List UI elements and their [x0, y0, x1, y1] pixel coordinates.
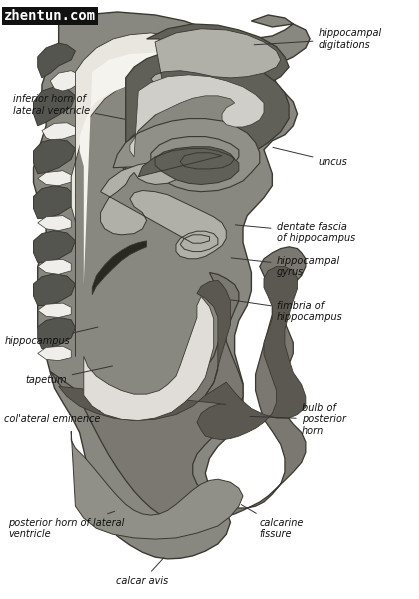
Text: col'ateral eminence: col'ateral eminence	[4, 411, 101, 424]
Polygon shape	[34, 186, 75, 219]
Polygon shape	[71, 33, 230, 356]
Polygon shape	[34, 274, 75, 305]
Polygon shape	[80, 53, 214, 285]
Polygon shape	[38, 171, 71, 186]
Polygon shape	[84, 297, 214, 420]
Polygon shape	[42, 123, 75, 140]
Polygon shape	[101, 162, 226, 259]
Text: hippocampal
gyrus: hippocampal gyrus	[231, 256, 340, 277]
Text: hippocampal
digitations: hippocampal digitations	[254, 28, 382, 50]
Text: calcar avis: calcar avis	[116, 558, 168, 586]
Polygon shape	[130, 75, 264, 157]
Polygon shape	[38, 216, 71, 231]
Polygon shape	[122, 49, 289, 174]
Polygon shape	[113, 119, 260, 192]
Polygon shape	[38, 43, 75, 78]
Text: fimbria of
hippocampus: fimbria of hippocampus	[231, 300, 342, 322]
Polygon shape	[34, 139, 75, 174]
Text: uncus: uncus	[273, 147, 347, 167]
Text: calcarine
fissure: calcarine fissure	[241, 504, 304, 539]
Polygon shape	[50, 71, 80, 91]
Text: hippocampus: hippocampus	[4, 327, 98, 346]
Text: tapetum: tapetum	[25, 366, 113, 385]
Polygon shape	[151, 29, 281, 87]
Text: dentate fascia
of hippocampus: dentate fascia of hippocampus	[235, 222, 355, 243]
Polygon shape	[50, 247, 306, 522]
Polygon shape	[71, 431, 243, 539]
Polygon shape	[138, 147, 239, 184]
Text: inferior horn of
lateral ventricle: inferior horn of lateral ventricle	[13, 94, 125, 119]
Polygon shape	[34, 12, 310, 559]
Polygon shape	[38, 259, 71, 274]
Polygon shape	[92, 241, 147, 295]
Polygon shape	[38, 346, 71, 361]
Polygon shape	[59, 267, 306, 440]
Polygon shape	[34, 87, 75, 126]
Text: zhentun.com: zhentun.com	[4, 9, 96, 23]
Polygon shape	[38, 317, 75, 349]
Polygon shape	[142, 24, 289, 103]
Text: bulb of
posterior
horn: bulb of posterior horn	[250, 403, 346, 436]
Polygon shape	[34, 231, 75, 262]
Polygon shape	[38, 303, 71, 317]
Text: posterior horn of lateral
ventricle: posterior horn of lateral ventricle	[8, 512, 125, 539]
